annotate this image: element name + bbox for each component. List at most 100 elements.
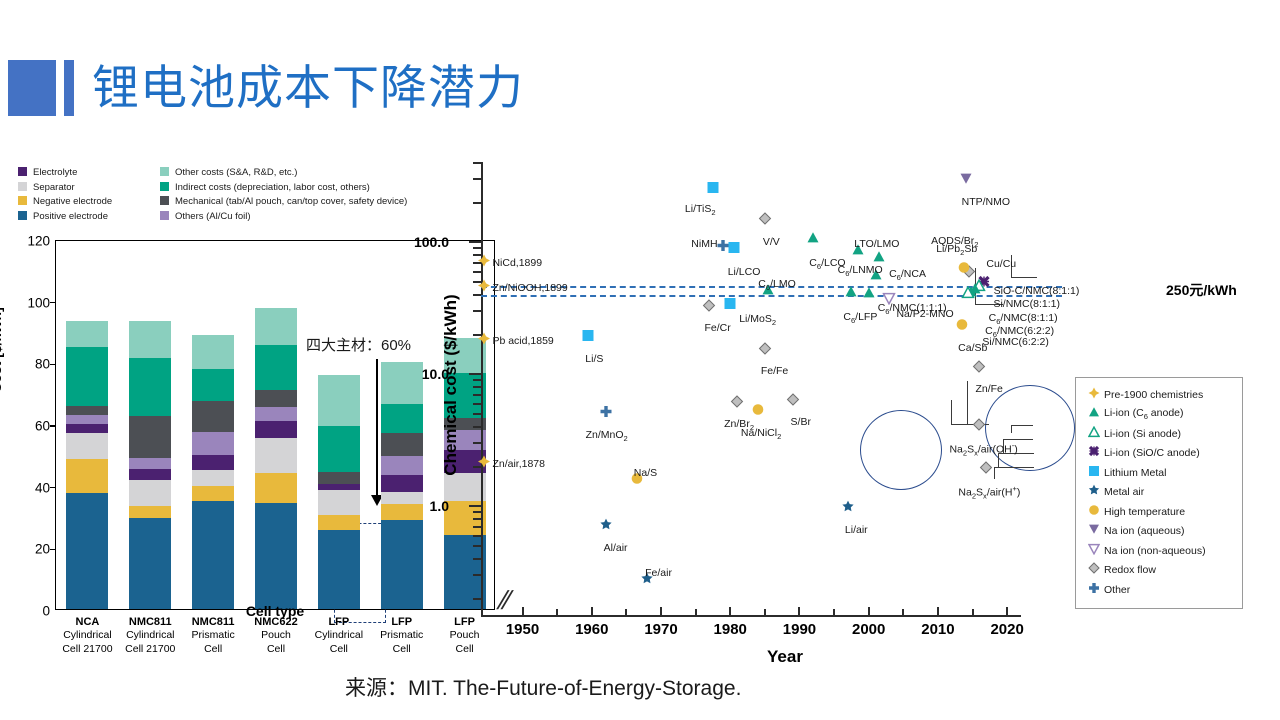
legend-label: Li-ion (Si anode): [1104, 427, 1182, 440]
category-name: LFP: [454, 616, 475, 628]
bar-column[interactable]: [66, 320, 109, 609]
scatter-point-marker[interactable]: [852, 243, 865, 261]
scatter-point-marker[interactable]: [478, 254, 491, 272]
scatter-legend-item[interactable]: Li-ion (C6 anode): [1084, 405, 1234, 425]
scatter-point-marker[interactable]: [961, 285, 976, 304]
legend-label: Metal air: [1104, 486, 1145, 499]
legend-marker: [1084, 522, 1104, 540]
bar-segment: [192, 470, 235, 486]
legend-label: Separator: [33, 181, 75, 193]
scatter-point-label: C6/LMO: [758, 278, 796, 293]
scatter-x-tick: [936, 607, 939, 617]
bar-segment: [192, 400, 235, 432]
scatter-point-marker[interactable]: [582, 329, 595, 347]
scatter-point-label: Cu/Cu: [986, 257, 1017, 270]
bar-column[interactable]: [380, 362, 423, 609]
scatter-legend-item[interactable]: Metal air: [1084, 483, 1234, 503]
scatter-legend-item[interactable]: Li-ion (SiO/C anode): [1084, 444, 1234, 464]
bar-segment: [443, 535, 486, 609]
scatter-legend-item[interactable]: Na ion (aqueous): [1084, 522, 1234, 542]
scatter-point-marker[interactable]: [786, 393, 799, 411]
scatter-point-marker[interactable]: [758, 342, 772, 360]
scatter-x-axis: [481, 615, 1021, 617]
scatter-point-marker[interactable]: [956, 318, 969, 336]
scatter-point-marker[interactable]: [751, 403, 764, 421]
scatter-legend-item[interactable]: Other: [1084, 580, 1234, 600]
bar-segment: [66, 405, 109, 415]
scatter-y-tick-label: 10.0: [421, 366, 449, 383]
bar-column[interactable]: [129, 320, 172, 609]
scatter-point-marker[interactable]: [882, 292, 897, 310]
scatter-point-marker[interactable]: [762, 283, 775, 301]
bar-segment: [443, 337, 486, 374]
scatter-leader-line: [998, 453, 1034, 454]
scatter-x-tick-label: 1990: [782, 621, 817, 638]
scatter-point-marker[interactable]: [730, 394, 744, 413]
bar-x-category-label: NMC811 Prismatic Cell: [176, 615, 250, 656]
bar-column[interactable]: [255, 308, 297, 609]
scatter-point-label: Fe/Fe: [760, 365, 789, 378]
bar-column[interactable]: [443, 337, 486, 609]
scatter-leader-line: [1011, 277, 1037, 278]
scatter-point-marker[interactable]: [599, 405, 612, 423]
scatter-legend-item[interactable]: Li-ion (Si anode): [1084, 424, 1234, 444]
scatter-point-label: Na2Sx/air(OH-): [949, 440, 1018, 458]
bar-segment: [317, 374, 360, 426]
bar-segment: [255, 407, 297, 421]
scatter-reference-line: [481, 294, 1062, 297]
scatter-legend-item[interactable]: Na ion (non-aqueous): [1084, 541, 1234, 561]
scatter-x-tick: [521, 607, 524, 617]
scatter-point-marker[interactable]: [841, 500, 854, 518]
scatter-point-marker[interactable]: [959, 172, 972, 190]
scatter-y-minor-tick: [473, 545, 483, 547]
scatter-y-minor-tick: [473, 393, 483, 396]
scatter-point-marker[interactable]: [862, 286, 875, 304]
scatter-y-tick-label: 1.0: [429, 498, 449, 515]
bar-segment: [317, 514, 360, 531]
bar-y-tick: [50, 301, 56, 304]
scatter-point-marker[interactable]: [973, 360, 986, 378]
scatter-point-marker[interactable]: [727, 241, 740, 259]
scatter-point-marker[interactable]: [478, 279, 491, 297]
scatter-point-marker[interactable]: [717, 239, 730, 257]
scatter-point-marker[interactable]: [980, 460, 993, 479]
scatter-y-minor-tick: [473, 162, 483, 164]
bar-legend-item: Separator: [18, 181, 75, 193]
scatter-point-marker[interactable]: [703, 299, 716, 317]
scatter-point-marker[interactable]: [630, 472, 643, 490]
scatter-leader-line: [951, 424, 989, 425]
scatter-point-marker[interactable]: [958, 261, 971, 279]
bar-column[interactable]: [317, 374, 360, 609]
scatter-point-label: NTP/NMO: [961, 196, 1011, 209]
scatter-point-marker[interactable]: [724, 297, 737, 315]
scatter-point-marker[interactable]: [873, 250, 886, 268]
scatter-point-marker[interactable]: [758, 212, 772, 230]
scatter-y-minor-tick: [473, 557, 483, 560]
scatter-leader-line: [994, 467, 995, 479]
scatter-point-label: NiMH: [691, 238, 718, 251]
bar-x-category-label: LFP Cylindrical Cell: [302, 615, 376, 656]
scatter-point-marker[interactable]: [845, 285, 858, 303]
scatter-legend-item[interactable]: Redox flow: [1084, 561, 1234, 581]
bar-column[interactable]: [192, 334, 235, 609]
scatter-point-marker[interactable]: [641, 572, 654, 590]
scatter-point-label: Li/TiS2: [684, 202, 716, 218]
scatter-point-marker[interactable]: [807, 231, 820, 249]
legend-label: Positive electrode: [33, 210, 108, 222]
scatter-x-tick: [867, 607, 870, 617]
scatter-point-marker[interactable]: [599, 518, 612, 536]
scatter-point-marker[interactable]: [973, 418, 986, 436]
scatter-legend-item[interactable]: Pre-1900 chemistries: [1084, 385, 1234, 405]
scatter-point-marker[interactable]: [478, 332, 491, 350]
bar-y-tick: [50, 486, 56, 489]
scatter-legend-item[interactable]: Lithium Metal: [1084, 463, 1234, 483]
scatter-y-minor-tick: [473, 465, 483, 468]
scatter-point-marker[interactable]: [706, 181, 719, 199]
scatter-point-label: Li/LCO: [727, 265, 761, 278]
scatter-point-marker[interactable]: [869, 268, 882, 286]
bar-y-tick: [50, 425, 56, 427]
scatter-y-minor-tick: [473, 386, 483, 389]
scatter-x-tick: [660, 607, 662, 617]
scatter-legend-item[interactable]: High temperature: [1084, 502, 1234, 522]
scatter-point-marker[interactable]: [478, 455, 491, 473]
